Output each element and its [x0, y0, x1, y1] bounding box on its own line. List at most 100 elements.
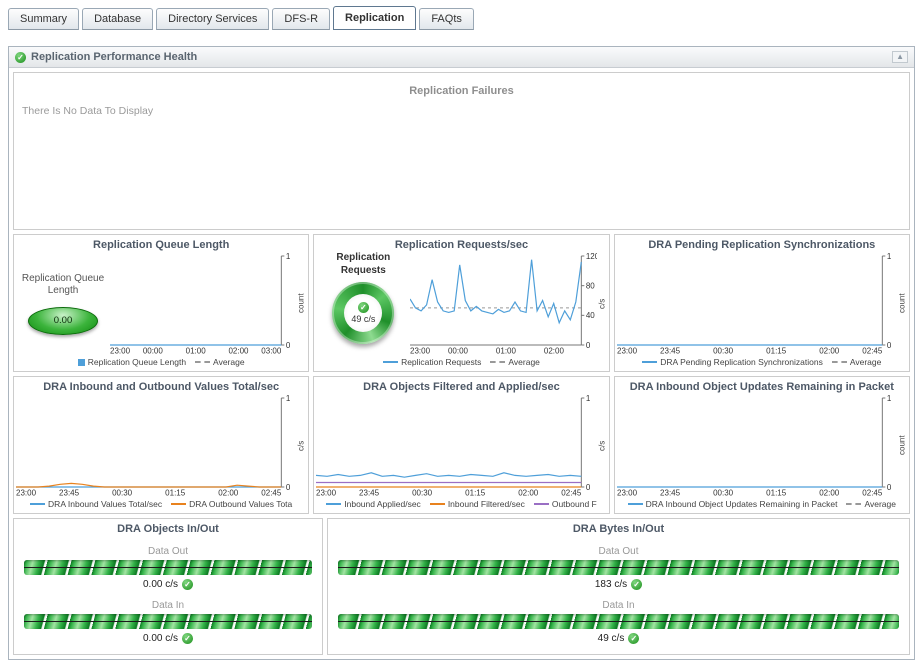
svg-text:00:00: 00:00 — [448, 347, 469, 356]
data-in-value: 0.00 c/s — [142, 633, 179, 644]
data-in-label: Data In — [151, 600, 185, 611]
flow-panel-title: DRA Bytes In/Out — [572, 523, 665, 535]
requests-donut-gauge[interactable]: ✓ 49 c/s — [332, 282, 395, 344]
data-out-flow-bar — [338, 560, 899, 575]
chart-title: DRA Pending Replication Synchronizations — [648, 239, 876, 251]
svg-text:0: 0 — [586, 341, 591, 350]
svg-text:0: 0 — [586, 483, 591, 492]
chart-legend: Replication Requests Average — [316, 355, 606, 369]
data-in-label: Data In — [602, 600, 635, 611]
panel-dra-inbound-object-updates: DRA Inbound Object Updates Remaining in … — [613, 376, 910, 514]
gauge-value: 49 c/s — [351, 314, 376, 324]
tab-summary[interactable]: Summary — [8, 8, 80, 30]
data-in-value: 49 c/s — [597, 633, 625, 644]
dra-inbound-object-updates-chart[interactable]: 0 1 23:00 23:45 00:30 01:15 02:00 02:45 — [616, 394, 897, 498]
panel-dra-bytes-in-out: DRA Bytes In/Out Data Out 183 c/s ✓ Data… — [327, 518, 910, 655]
svg-text:02:45: 02:45 — [261, 489, 282, 498]
tab-database[interactable]: Database — [82, 8, 154, 30]
y-axis-label: c/s — [296, 440, 306, 451]
svg-text:00:30: 00:30 — [112, 489, 133, 498]
data-out-row: Data Out 0.00 c/s ✓ — [18, 540, 318, 590]
data-out-flow-bar — [24, 560, 312, 575]
svg-text:01:00: 01:00 — [496, 347, 517, 356]
svg-text:01:15: 01:15 — [165, 489, 186, 498]
tab-replication[interactable]: Replication — [333, 6, 417, 30]
data-in-row: Data In 49 c/s ✓ — [332, 594, 905, 644]
gauge-label: Replication Requests — [336, 252, 391, 276]
svg-text:02:00: 02:00 — [819, 489, 840, 498]
chart-legend: Replication Queue Length Average — [16, 355, 306, 369]
panel-title: Replication Performance Health — [31, 51, 198, 63]
y-axis-label: count — [897, 293, 907, 314]
panel-dra-pending-sync: DRA Pending Replication Synchronizations… — [613, 234, 910, 372]
svg-text:23:00: 23:00 — [410, 347, 431, 356]
svg-text:23:00: 23:00 — [617, 489, 638, 498]
svg-text:23:45: 23:45 — [59, 489, 80, 498]
svg-text:23:45: 23:45 — [660, 347, 681, 356]
replication-queue-length-gauge[interactable]: Replication Queue Length 0.00 — [16, 252, 110, 355]
svg-text:1: 1 — [286, 394, 291, 403]
svg-text:23:00: 23:00 — [110, 347, 131, 356]
svg-text:02:00: 02:00 — [218, 489, 239, 498]
panel-replication-queue-length: Replication Queue Length Replication Que… — [13, 234, 310, 372]
check-icon: ✓ — [182, 633, 194, 644]
svg-text:02:00: 02:00 — [519, 489, 540, 498]
chart-title: Replication Requests/sec — [394, 239, 529, 251]
svg-text:23:00: 23:00 — [316, 489, 337, 498]
gauge-value: 0.00 — [53, 315, 73, 326]
replication-requests-chart[interactable]: 0 40 80 120 23:00 00:00 01:00 02:00 — [410, 252, 597, 356]
flow-row: DRA Objects In/Out Data Out 0.00 c/s ✓ D… — [13, 518, 910, 655]
svg-text:01:00: 01:00 — [186, 347, 207, 356]
tab-directory-services[interactable]: Directory Services — [156, 8, 270, 30]
svg-text:02:45: 02:45 — [862, 489, 883, 498]
data-out-label: Data Out — [598, 546, 639, 557]
svg-text:1: 1 — [286, 252, 291, 261]
svg-text:03:00: 03:00 — [261, 347, 282, 356]
y-axis-label: count — [296, 293, 306, 314]
data-out-value: 183 c/s — [594, 579, 628, 590]
replication-failures-panel: Replication Failures There Is No Data To… — [13, 72, 910, 230]
y-axis-label: count — [897, 435, 907, 456]
chart-title: Replication Queue Length — [93, 239, 230, 251]
data-in-flow-bar — [338, 614, 899, 629]
queue-length-pill-gauge[interactable]: 0.00 — [28, 306, 98, 335]
dra-objects-filtered-applied-chart[interactable]: 0 1 23:00 23:45 00:30 01:15 02:00 02:45 — [316, 394, 596, 497]
data-out-label: Data Out — [147, 546, 189, 557]
svg-text:00:30: 00:30 — [713, 347, 734, 356]
replication-queue-length-chart[interactable]: 0 1 23:00 00:00 01:00 02:00 03:00 — [110, 252, 296, 355]
chart-legend: Inbound Applied/sec Inbound Filtered/sec O… — [316, 497, 606, 511]
collapse-icon[interactable]: ▲ — [892, 51, 908, 63]
svg-text:02:00: 02:00 — [819, 347, 840, 356]
check-icon: ✓ — [628, 633, 640, 644]
y-axis-label: c/s — [597, 298, 607, 309]
svg-text:0: 0 — [886, 341, 891, 350]
no-data-message: There Is No Data To Display — [22, 105, 154, 117]
svg-text:02:45: 02:45 — [862, 347, 883, 356]
svg-text:00:30: 00:30 — [412, 489, 433, 498]
panel-dra-inbound-outbound-values: DRA Inbound and Outbound Values Total/se… — [13, 376, 310, 514]
panel-dra-objects-filtered-applied: DRA Objects Filtered and Applied/sec 0 1 2… — [313, 376, 610, 514]
chart-title: DRA Inbound Object Updates Remaining in … — [629, 381, 894, 393]
dra-inbound-outbound-values-chart[interactable]: 0 1 23:00 23:45 00:30 01:15 02:00 02:45 — [16, 394, 296, 497]
chart-row-2: DRA Inbound and Outbound Values Total/se… — [13, 376, 910, 514]
svg-text:0: 0 — [886, 483, 891, 492]
check-icon: ✓ — [357, 302, 369, 313]
svg-text:01:15: 01:15 — [766, 347, 787, 356]
tab-dfs-r[interactable]: DFS-R — [272, 8, 331, 30]
dra-pending-sync-chart[interactable]: 0 1 23:00 23:45 00:30 01:15 02:00 02:45 — [616, 252, 897, 356]
donut-inner: ✓ 49 c/s — [344, 294, 383, 332]
chart-legend: DRA Inbound Values Total/sec DRA Outbound… — [16, 497, 306, 511]
data-out-row: Data Out 183 c/s ✓ — [332, 540, 905, 590]
svg-text:00:00: 00:00 — [143, 347, 164, 356]
svg-text:80: 80 — [586, 281, 595, 290]
svg-text:02:00: 02:00 — [544, 347, 565, 356]
replication-requests-gauge[interactable]: Replication Requests ✓ 49 c/s — [316, 252, 410, 355]
panel-content: Replication Failures There Is No Data To… — [9, 68, 914, 659]
svg-text:02:00: 02:00 — [228, 347, 249, 356]
chart-legend: DRA Pending Replication Synchronizations… — [617, 355, 907, 369]
svg-text:01:15: 01:15 — [766, 489, 787, 498]
tab-faqts[interactable]: FAQts — [419, 8, 474, 30]
svg-text:1: 1 — [586, 394, 591, 403]
data-out-value: 0.00 c/s — [142, 579, 179, 590]
